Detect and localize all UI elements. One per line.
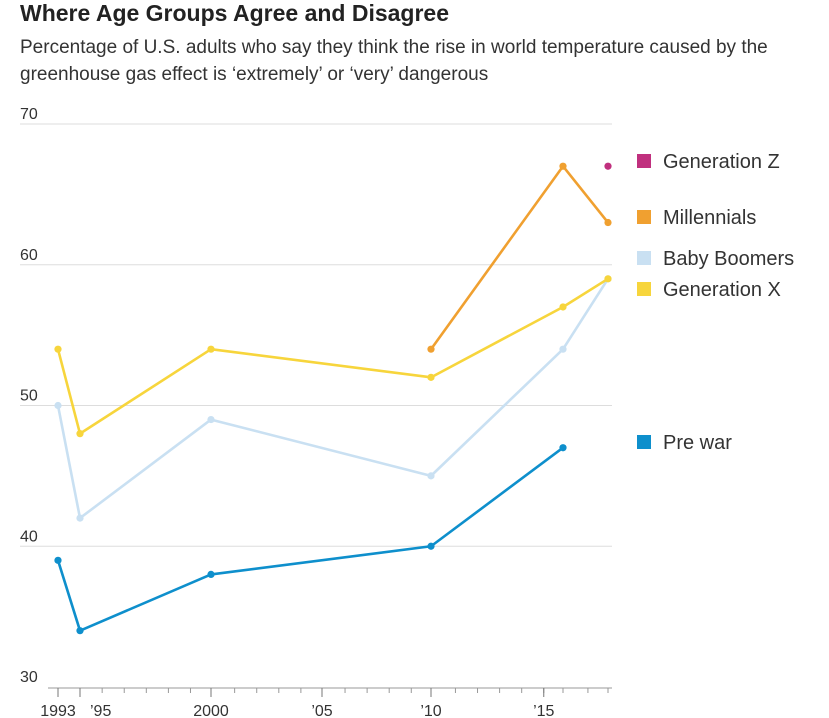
y-tick-label: 70	[20, 106, 38, 123]
chart-subtitle: Percentage of U.S. adults who say they t…	[20, 37, 768, 85]
x-tick-label: ’15	[533, 703, 554, 718]
data-point	[604, 162, 612, 170]
series-line-generation-x	[56, 277, 609, 435]
data-point	[76, 514, 84, 522]
x-tick-label: 1993	[40, 703, 76, 718]
data-point	[559, 345, 567, 353]
data-point	[427, 373, 435, 381]
legend-swatch	[637, 435, 651, 449]
x-tick-label: ’95	[90, 703, 111, 718]
data-point	[604, 218, 612, 227]
legend-label: Millennials	[663, 207, 756, 229]
data-point	[76, 627, 84, 635]
legend-swatch	[637, 210, 651, 224]
y-tick-label: 60	[20, 247, 38, 264]
data-point	[207, 415, 215, 424]
legend-label: Generation Z	[663, 151, 780, 173]
legend-swatch	[637, 282, 651, 296]
data-point	[559, 303, 567, 311]
data-point	[427, 542, 435, 550]
y-tick-label: 30	[20, 669, 38, 686]
data-point	[207, 345, 215, 353]
data-point	[427, 345, 435, 353]
data-point	[427, 472, 435, 480]
chart-title: Where Age Groups Agree and Disagree	[20, 0, 450, 26]
series-line-baby-boomers	[56, 278, 610, 520]
data-point	[559, 162, 567, 170]
x-tick-label: 2000	[193, 703, 229, 718]
data-point	[54, 556, 62, 564]
data-point	[54, 345, 62, 353]
x-tick-label: ’10	[420, 703, 441, 718]
legend-swatch	[637, 154, 651, 168]
series-line-pre-war	[56, 446, 564, 633]
y-tick-label: 50	[20, 388, 38, 405]
y-tick-label: 40	[20, 528, 38, 545]
data-point	[76, 430, 84, 438]
x-tick-label: ’05	[311, 703, 332, 718]
legend-swatch	[637, 251, 651, 265]
data-point	[604, 275, 612, 283]
legend-label: Generation X	[663, 279, 781, 301]
legend-label: Baby Boomers	[663, 248, 794, 270]
data-point	[54, 401, 62, 410]
data-point	[559, 444, 567, 452]
legend-label: Pre war	[663, 432, 732, 454]
data-point	[207, 570, 215, 579]
